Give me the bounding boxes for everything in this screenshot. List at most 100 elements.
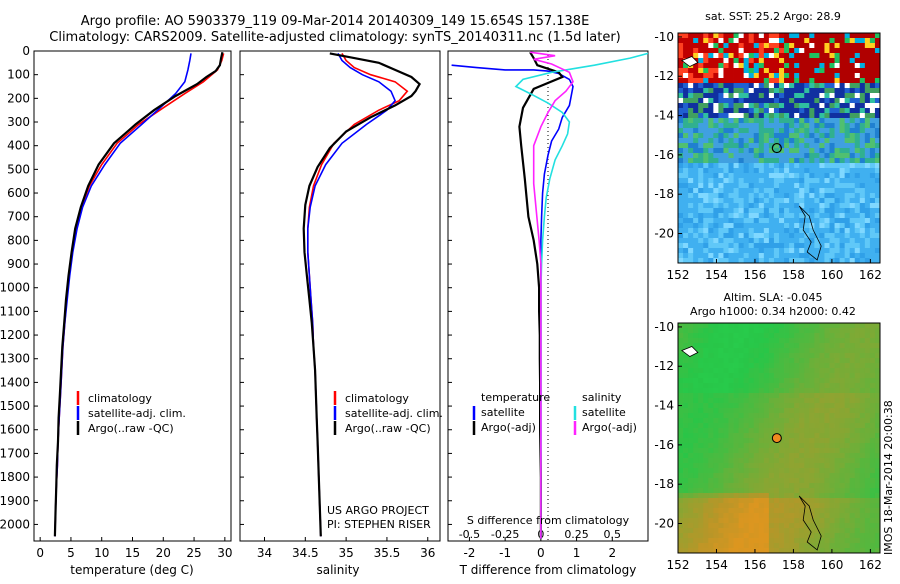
sst-cell [824, 168, 830, 174]
sla-cell [753, 418, 760, 424]
sst-cell [708, 48, 714, 54]
sla-cell [718, 443, 724, 449]
sst-cell [834, 248, 840, 254]
sst-cell [859, 183, 866, 189]
sla-cell [743, 463, 750, 469]
sla-cell [869, 398, 876, 404]
sst-cell [763, 188, 770, 194]
sst-cell [824, 138, 830, 144]
sla-cell [748, 528, 755, 534]
sla-cell [723, 518, 729, 524]
sla-cell [708, 468, 714, 474]
sst-cell [748, 173, 755, 179]
sla-cell [814, 328, 820, 334]
sla-cell [824, 413, 830, 419]
sla-cell [738, 413, 745, 419]
sla-cell [779, 503, 785, 509]
sst-cell [819, 118, 825, 124]
sla-cell [753, 498, 760, 504]
sst-cell [718, 213, 724, 219]
sst-cell [859, 158, 866, 164]
sst-cell [753, 98, 760, 104]
sst-cell [779, 248, 785, 254]
sla-cell [799, 458, 805, 464]
sla-cell [864, 403, 871, 409]
sla-cell [733, 353, 739, 359]
sst-cell [844, 153, 851, 159]
sla-cell [723, 443, 729, 449]
sst-cell [723, 148, 729, 154]
sst-cell [683, 118, 689, 124]
sla-cell [799, 533, 805, 539]
sst-cell [849, 178, 856, 184]
sla-cell [814, 363, 820, 369]
sst-cell [748, 238, 755, 244]
sla-cell [678, 418, 684, 424]
sla-cell [784, 508, 790, 514]
sla-cell [809, 528, 815, 534]
sst-cell [678, 108, 684, 114]
sla-cell [753, 388, 760, 394]
sla-cell [758, 488, 765, 494]
sst-cell [683, 138, 689, 144]
sla-cell [723, 458, 729, 464]
sst-cell [753, 253, 760, 259]
sst-cell [763, 248, 770, 254]
sla-cell [839, 383, 846, 389]
sla-cell [728, 333, 734, 339]
sst-cell [829, 108, 835, 114]
sst-cell [693, 108, 699, 114]
sla-cell [713, 523, 719, 529]
sla-cell [859, 463, 866, 469]
sla-cell [854, 448, 861, 454]
sla-cell [789, 463, 795, 469]
sst-cell [819, 233, 825, 239]
sst-cell [839, 208, 846, 214]
sla-cell [698, 428, 704, 434]
sla-cell [874, 398, 881, 404]
sla-cell [834, 478, 840, 484]
sla-cell [819, 418, 825, 424]
sla-cell [834, 548, 840, 554]
sst-cell [768, 238, 775, 244]
sla-cell [874, 508, 881, 514]
sst-cell [809, 213, 815, 219]
sla-cell [683, 453, 689, 459]
sst-cell [733, 183, 739, 189]
sla-cell [743, 488, 750, 494]
sla-cell [688, 363, 694, 369]
sla-cell [758, 483, 765, 489]
legend-label-argo: Argo(..raw -QC) [345, 422, 431, 435]
sla-cell [799, 428, 805, 434]
sla-cell [829, 458, 835, 464]
sst-cell [728, 178, 734, 184]
sst-cell [723, 58, 729, 64]
sst-cell [849, 48, 856, 54]
sst-cell [829, 163, 835, 169]
sla-cell [738, 348, 745, 354]
sla-cell [703, 523, 709, 529]
sla-cell [713, 438, 719, 444]
sst-cell [718, 158, 724, 164]
sst-cell [748, 103, 755, 109]
sst-cell [748, 83, 755, 89]
sst-cell [819, 128, 825, 134]
sst-cell [834, 53, 840, 59]
sst-cell [713, 233, 719, 239]
sla-cell [773, 408, 780, 414]
sla-cell [839, 503, 846, 509]
sla-cell [794, 463, 800, 469]
sst-cell [829, 88, 835, 94]
sla-cell [834, 528, 840, 534]
sst-cell [804, 133, 810, 139]
sla-cell [693, 428, 699, 434]
sla-cell [773, 518, 780, 524]
sla-cell [718, 428, 724, 434]
sla-cell [789, 538, 795, 544]
sst-cell [779, 228, 785, 234]
sst-cell [678, 58, 684, 64]
sst-cell [753, 163, 760, 169]
sla-cell [874, 373, 881, 379]
sla-cell [683, 538, 689, 544]
sla-cell [728, 403, 734, 409]
